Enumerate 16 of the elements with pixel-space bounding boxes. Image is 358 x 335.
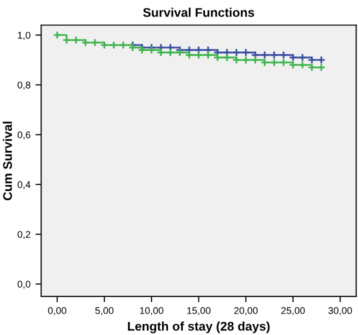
x-axis-title: Length of stay (28 days) — [128, 322, 270, 334]
y-tick-label: 0,4 — [18, 181, 30, 190]
x-tick-label: 0,00 — [48, 307, 66, 316]
x-tick-label: 10,00 — [140, 307, 164, 316]
y-tick-label: 0,0 — [18, 280, 30, 289]
x-tick-label: 15,00 — [187, 307, 210, 316]
y-tick-label: 0,2 — [18, 230, 30, 240]
chart-title: Survival Functions — [143, 8, 254, 17]
x-tick-label: 25,00 — [281, 307, 305, 316]
y-tick-label: 1,0 — [18, 32, 30, 40]
y-tick-label: 0,8 — [18, 82, 30, 90]
x-tick-label: 5,00 — [95, 307, 114, 316]
y-axis-title: Cum Survival — [2, 122, 12, 200]
x-tick-label: 30,00 — [328, 307, 352, 316]
y-tick-label: 0,6 — [18, 131, 30, 140]
x-tick-label: 20,00 — [234, 307, 258, 316]
